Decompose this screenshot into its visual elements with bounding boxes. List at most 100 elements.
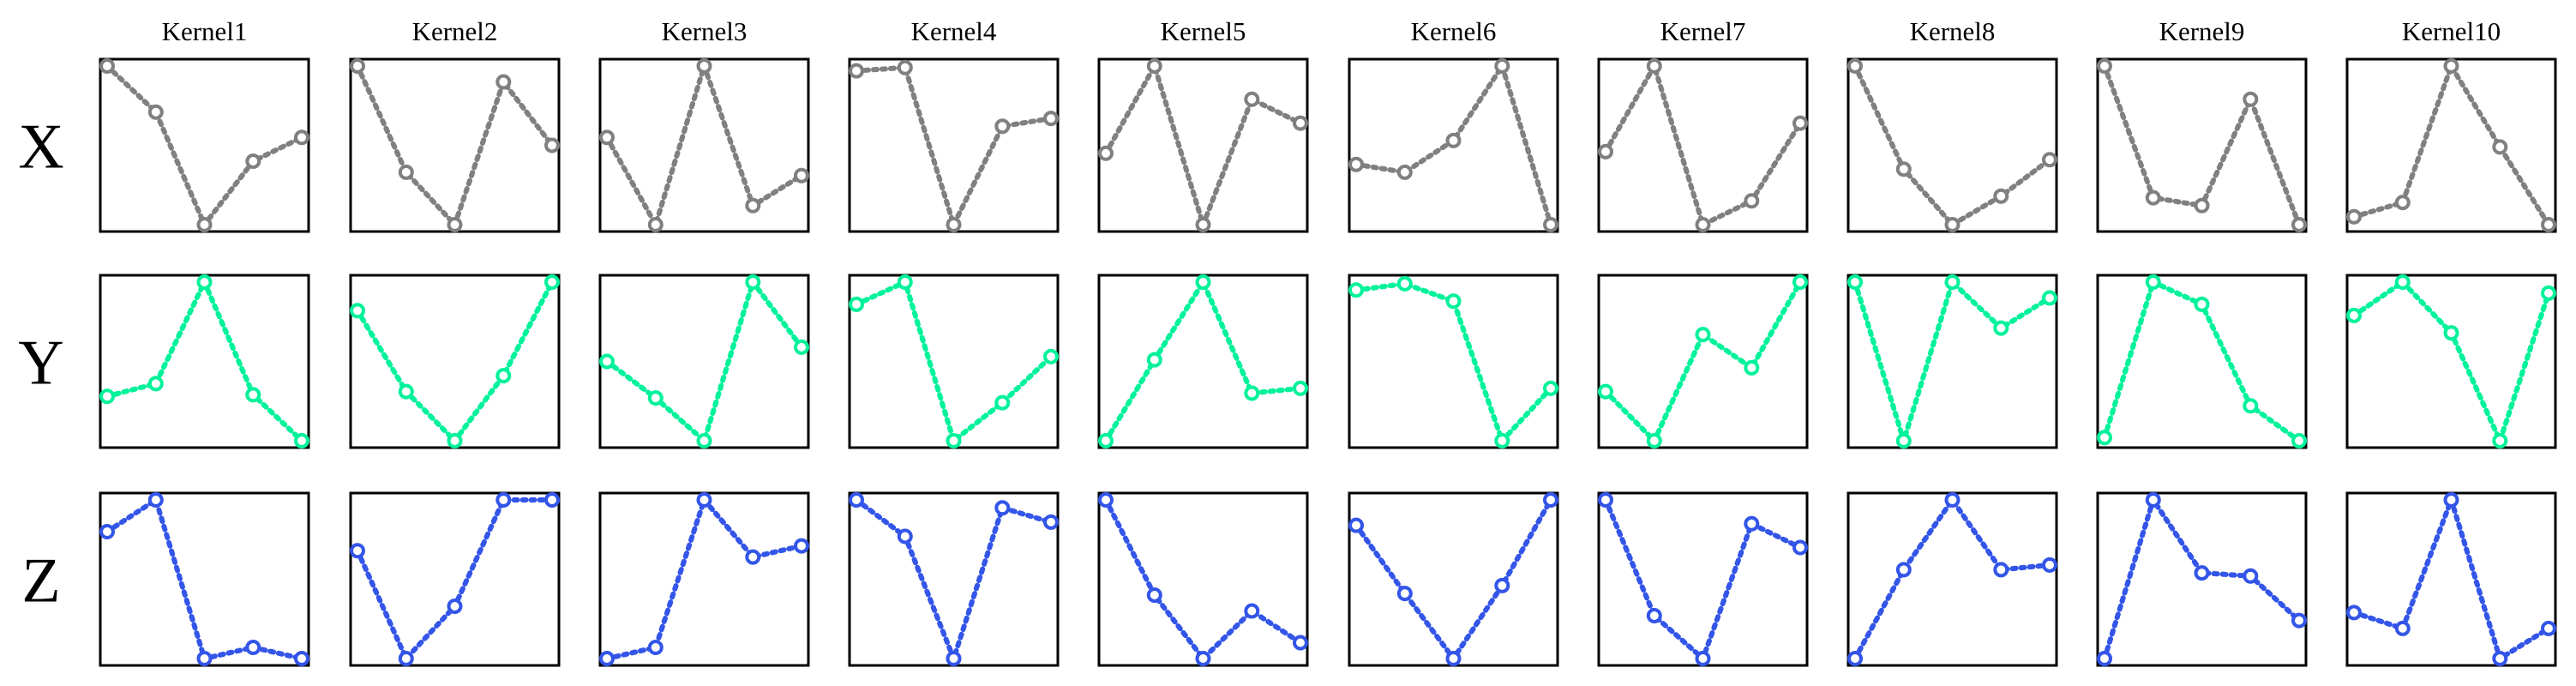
- kernel-title: Kernel1: [162, 16, 248, 46]
- data-point: [794, 538, 809, 554]
- panel-z-kernel7: [1597, 491, 1809, 667]
- data-point: [2243, 398, 2259, 414]
- data-point: [2346, 307, 2362, 323]
- data-point: [2443, 325, 2459, 341]
- data-point: [1098, 433, 1114, 448]
- panel-z-kernel5: [1097, 491, 1309, 667]
- data-point: [1695, 217, 1711, 232]
- data-point: [1396, 586, 1413, 602]
- panel-frame: [349, 491, 561, 667]
- data-point: [1445, 293, 1462, 310]
- data-point: [147, 104, 164, 120]
- data-point: [1043, 111, 1059, 127]
- data-point: [1792, 115, 1808, 131]
- kernel-title: Kernel3: [662, 16, 748, 46]
- data-point: [994, 118, 1011, 135]
- data-point: [2097, 58, 2112, 74]
- kernel-title: Kernel8: [1910, 16, 1996, 46]
- data-point: [2492, 651, 2508, 666]
- data-point: [946, 217, 962, 232]
- data-point: [1195, 217, 1211, 232]
- panel-frame: [598, 57, 810, 233]
- panel-frame: [598, 491, 810, 667]
- panel-frame: [1846, 57, 2058, 233]
- panel-y-kernel2: [349, 274, 561, 449]
- panel-z-kernel10: [2345, 491, 2557, 667]
- data-point: [897, 59, 913, 75]
- data-point: [1646, 58, 1662, 74]
- data-point: [696, 433, 712, 448]
- data-point: [1993, 562, 2009, 578]
- panel-frame: [1597, 57, 1809, 233]
- data-point: [2145, 274, 2161, 290]
- panel-frame: [2345, 491, 2557, 667]
- data-point: [196, 217, 213, 232]
- data-point: [599, 651, 615, 666]
- data-point: [1598, 492, 1613, 508]
- data-point: [2492, 139, 2508, 155]
- panel-frame: [1097, 57, 1309, 233]
- panel-x-kernel9: [2096, 57, 2308, 233]
- panel-z-kernel8: [1846, 491, 2058, 667]
- panel-frame: [2345, 274, 2557, 449]
- data-point: [1646, 608, 1662, 623]
- data-point: [1098, 492, 1114, 508]
- data-point: [1293, 635, 1308, 651]
- data-point: [745, 197, 761, 214]
- data-point: [398, 164, 414, 180]
- data-point: [1396, 275, 1413, 292]
- data-point: [2194, 296, 2210, 312]
- data-point: [1895, 433, 1912, 448]
- data-point: [2243, 91, 2259, 107]
- data-point: [2042, 152, 2057, 168]
- panel-y-kernel3: [598, 274, 810, 449]
- data-point: [2492, 433, 2508, 448]
- data-point: [2243, 568, 2259, 584]
- data-point: [994, 394, 1011, 411]
- data-point: [2194, 565, 2210, 581]
- data-point: [1494, 58, 1510, 74]
- kernel-title: Kernel2: [412, 16, 498, 46]
- data-point: [350, 303, 365, 319]
- data-point: [2194, 197, 2210, 214]
- data-point: [2541, 620, 2556, 636]
- panel-x-kernel5: [1097, 57, 1309, 233]
- data-point: [1543, 492, 1558, 508]
- panel-frame: [2345, 57, 2557, 233]
- data-point: [1293, 115, 1308, 131]
- data-point: [447, 433, 463, 448]
- data-point: [196, 274, 213, 290]
- data-point: [1792, 274, 1808, 290]
- panel-x-kernel3: [598, 57, 810, 233]
- data-point: [1695, 327, 1711, 343]
- panel-y-kernel5: [1097, 274, 1309, 449]
- data-point: [544, 137, 560, 153]
- panel-z-kernel1: [99, 491, 310, 667]
- data-point: [2346, 605, 2362, 621]
- data-point: [495, 368, 512, 384]
- panel-y-kernel9: [2096, 274, 2308, 449]
- data-point: [1993, 320, 2009, 336]
- panel-x-kernel6: [1348, 57, 1559, 233]
- data-point: [794, 167, 809, 184]
- panel-y-kernel6: [1348, 274, 1559, 449]
- panel-frame: [1097, 491, 1309, 667]
- data-point: [2443, 58, 2459, 74]
- data-point: [1348, 282, 1364, 298]
- data-point: [544, 492, 560, 508]
- data-point: [447, 217, 463, 232]
- kernel-title: Kernel6: [1411, 16, 1497, 46]
- data-point: [1847, 651, 1863, 666]
- panel-frame: [1097, 274, 1309, 449]
- data-point: [1744, 515, 1760, 532]
- panel-x-kernel1: [99, 57, 310, 233]
- data-point: [99, 388, 115, 405]
- panel-frame: [99, 274, 310, 449]
- data-point: [2097, 651, 2112, 666]
- panel-z-kernel3: [598, 491, 810, 667]
- data-point: [647, 217, 664, 232]
- panel-frame: [99, 491, 310, 667]
- data-point: [1195, 651, 1211, 666]
- data-point: [350, 543, 365, 559]
